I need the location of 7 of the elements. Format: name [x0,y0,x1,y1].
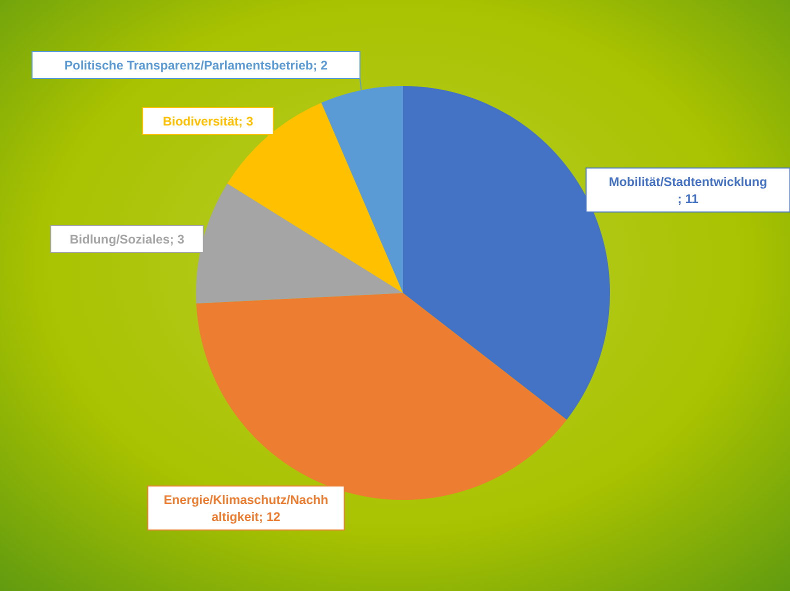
slice-label: Mobilität/Stadtentwicklung [608,175,768,189]
slice-label: Biodiversität; 3 [162,114,254,128]
slice-label: Bidlung/Soziales; 3 [70,232,184,246]
slice-label: Politische Transparenz/Parlamentsbetrieb; 2 [64,58,328,72]
data-label: ; 11 [678,192,698,206]
slice-label: Energie/Klimaschutz/Nachhaltigkeit; 12 [164,493,328,524]
pie-slice [321,86,403,293]
